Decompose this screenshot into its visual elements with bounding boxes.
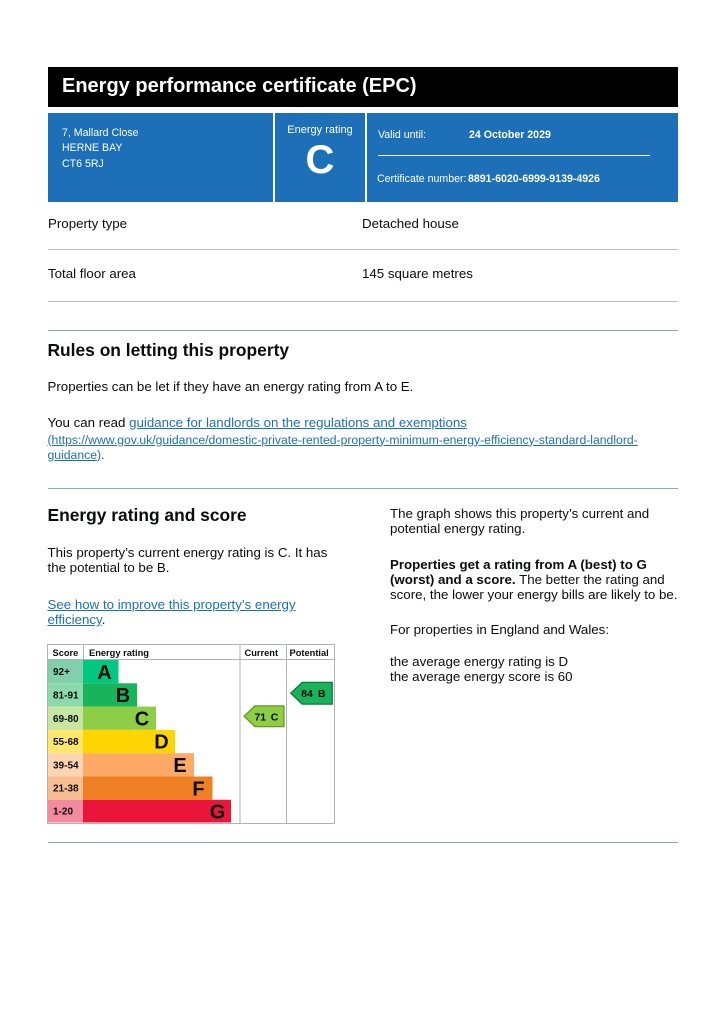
svg-text:B: B — [318, 688, 326, 700]
svg-text:84: 84 — [301, 688, 313, 700]
svg-text:D: D — [154, 732, 168, 754]
svg-text:B: B — [116, 685, 130, 707]
svg-text:81-91: 81-91 — [53, 691, 79, 702]
svg-text:69-80: 69-80 — [53, 714, 79, 725]
svg-text:55-68: 55-68 — [53, 737, 79, 748]
svg-text:E: E — [173, 755, 186, 777]
svg-text:21-38: 21-38 — [53, 784, 79, 795]
svg-text:C: C — [135, 708, 149, 730]
svg-text:C: C — [271, 711, 279, 723]
svg-text:F: F — [192, 778, 204, 800]
svg-text:Score: Score — [53, 648, 79, 658]
svg-text:1-20: 1-20 — [53, 807, 73, 818]
svg-text:Potential: Potential — [290, 648, 329, 658]
svg-text:Energy rating: Energy rating — [89, 648, 149, 658]
svg-text:Current: Current — [245, 648, 279, 658]
svg-text:71: 71 — [254, 711, 266, 723]
svg-text:39-54: 39-54 — [53, 760, 79, 771]
svg-text:A: A — [97, 662, 111, 684]
svg-text:G: G — [210, 801, 226, 823]
svg-text:92+: 92+ — [53, 667, 70, 678]
